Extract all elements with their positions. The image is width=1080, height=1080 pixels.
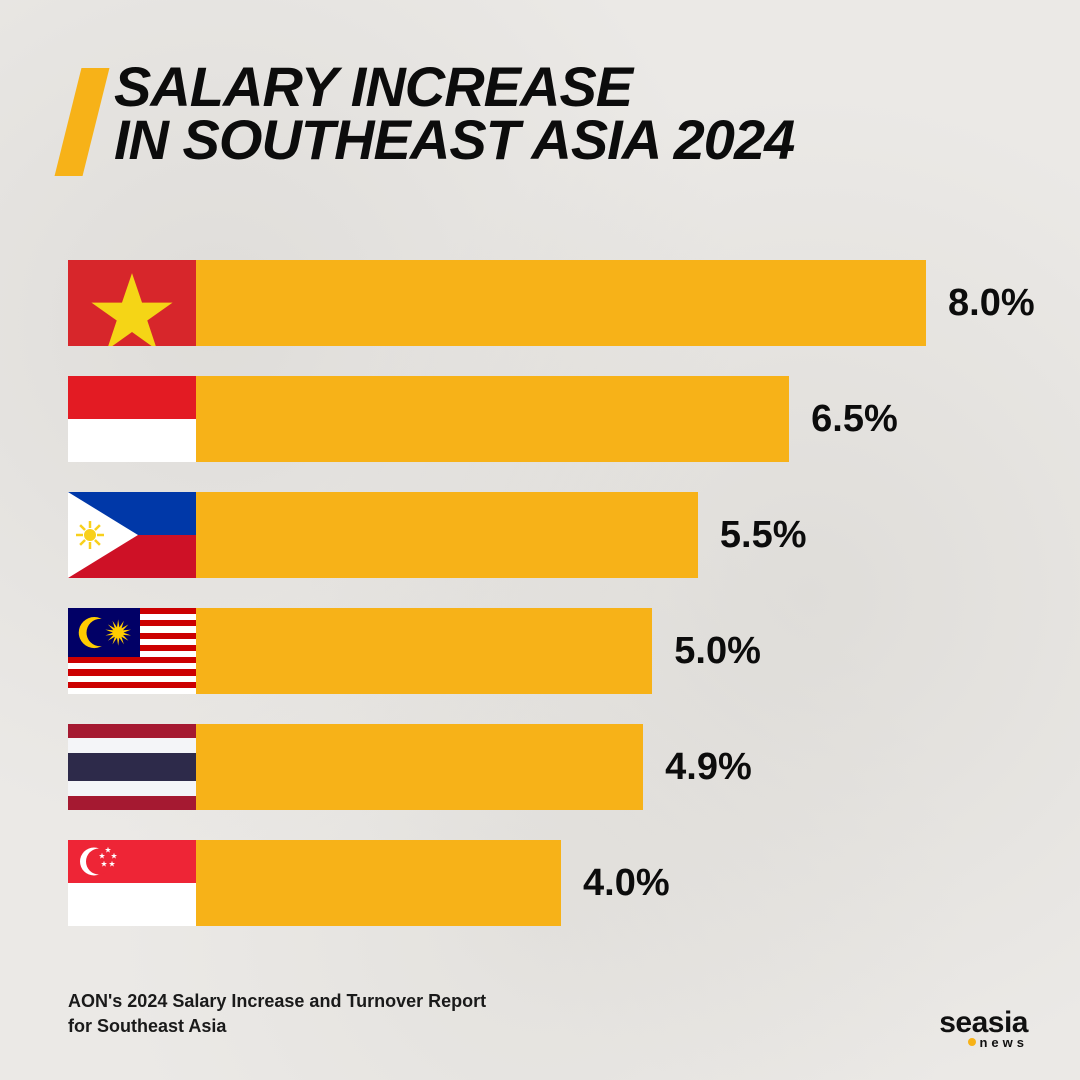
bar xyxy=(196,492,698,578)
brand-logo: seasia news xyxy=(939,1009,1028,1050)
bar xyxy=(196,608,652,694)
accent-bar xyxy=(55,68,110,176)
page-title: SALARY INCREASE IN SOUTHEAST ASIA 2024 xyxy=(114,60,794,166)
chart-row: 8.0% xyxy=(68,260,1012,346)
bar-value-label: 4.9% xyxy=(665,746,752,789)
header: SALARY INCREASE IN SOUTHEAST ASIA 2024 xyxy=(68,60,794,176)
chart-row: 4.9% xyxy=(68,724,1012,810)
chart-row: 6.5% xyxy=(68,376,1012,462)
logo-dot-icon xyxy=(968,1038,976,1046)
philippines-flag-icon xyxy=(68,492,196,578)
bar xyxy=(196,260,926,346)
source-footnote: AON's 2024 Salary Increase and Turnover … xyxy=(68,989,486,1038)
chart-row: 4.0% xyxy=(68,840,1012,926)
chart-row: M42,9 L44.169418695587794,15.49515566048… xyxy=(68,608,1012,694)
malaysia-flag-icon: M42,9 L44.169418695587794,15.49515566048… xyxy=(68,608,196,694)
bar xyxy=(196,376,789,462)
chart-row: 5.5% xyxy=(68,492,1012,578)
bar xyxy=(196,840,561,926)
bar xyxy=(196,724,643,810)
bar-value-label: 4.0% xyxy=(583,862,670,905)
thailand-flag-icon xyxy=(68,724,196,810)
logo-main: seasia xyxy=(939,1009,1028,1036)
indonesia-flag-icon xyxy=(68,376,196,462)
bar-value-label: 8.0% xyxy=(948,282,1035,325)
bar-value-label: 5.5% xyxy=(720,514,807,557)
salary-chart: 8.0% 6.5% 5.5% M42,9 L44.169418695587794,… xyxy=(68,260,1012,956)
bar-value-label: 6.5% xyxy=(811,398,898,441)
singapore-flag-icon xyxy=(68,840,196,926)
bar-value-label: 5.0% xyxy=(674,630,761,673)
logo-sub: news xyxy=(979,1035,1028,1050)
vietnam-flag-icon xyxy=(68,260,196,346)
